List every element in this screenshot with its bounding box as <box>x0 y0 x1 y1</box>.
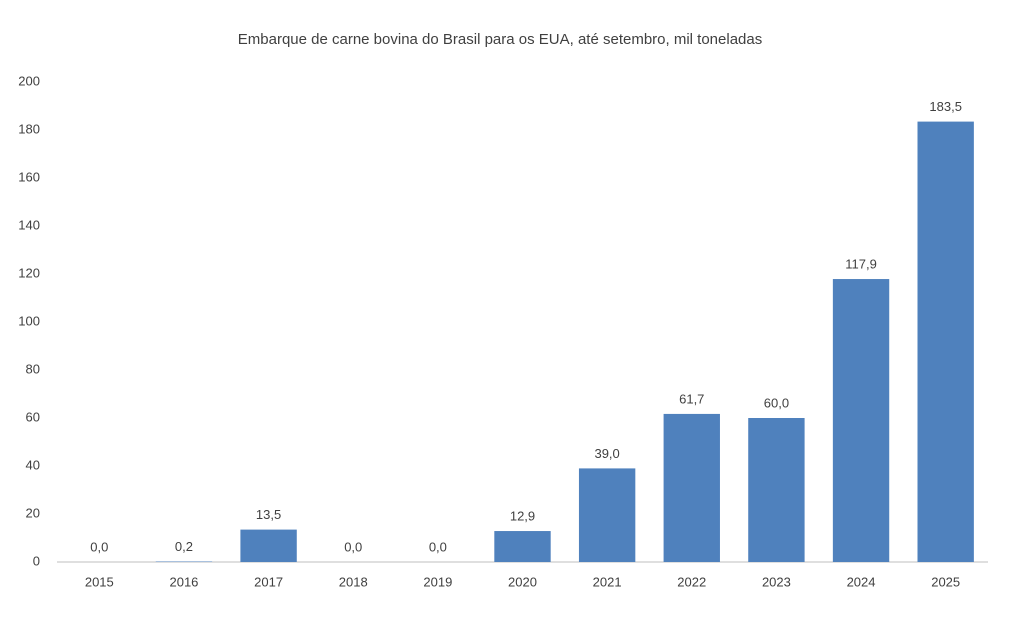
x-tick-label: 2024 <box>847 574 876 589</box>
value-label: 39,0 <box>594 446 619 461</box>
x-tick-label: 2021 <box>593 574 622 589</box>
value-label: 12,9 <box>510 508 535 523</box>
y-tick-label: 20 <box>26 505 40 520</box>
y-tick-label: 0 <box>33 553 40 568</box>
y-tick-label: 140 <box>18 217 40 232</box>
chart-title: Embarque de carne bovina do Brasil para … <box>238 31 762 48</box>
x-tick-label: 2015 <box>85 574 114 589</box>
value-label: 183,5 <box>929 99 962 114</box>
x-tick-label: 2020 <box>508 574 537 589</box>
y-tick-label: 40 <box>26 457 40 472</box>
x-tick-label: 2018 <box>339 574 368 589</box>
x-tick-label: 2023 <box>762 574 791 589</box>
value-label: 60,0 <box>764 395 789 410</box>
value-label: 0,2 <box>175 539 193 554</box>
y-tick-label: 160 <box>18 169 40 184</box>
y-tick-label: 100 <box>18 313 40 328</box>
bar <box>494 531 551 562</box>
bar <box>832 279 890 562</box>
y-tick-label: 80 <box>26 361 40 376</box>
value-label: 0,0 <box>344 539 362 554</box>
x-tick-label: 2019 <box>423 574 452 589</box>
bar <box>917 121 974 562</box>
value-label: 0,0 <box>429 539 447 554</box>
bar <box>578 468 636 562</box>
bar <box>240 529 297 562</box>
bar <box>663 413 720 562</box>
y-tick-label: 60 <box>26 409 40 424</box>
value-label: 117,9 <box>845 256 877 271</box>
x-tick-label: 2016 <box>169 574 198 589</box>
y-tick-label: 120 <box>18 265 40 280</box>
x-tick-label: 2025 <box>931 574 960 589</box>
y-tick-label: 200 <box>18 73 40 88</box>
value-label: 13,5 <box>256 507 281 522</box>
x-tick-label: 2022 <box>677 574 706 589</box>
y-tick-label: 180 <box>18 121 40 136</box>
x-tick-label: 2017 <box>254 574 283 589</box>
bar <box>748 418 805 562</box>
value-label: 61,7 <box>679 391 704 406</box>
value-label: 0,0 <box>90 539 108 554</box>
